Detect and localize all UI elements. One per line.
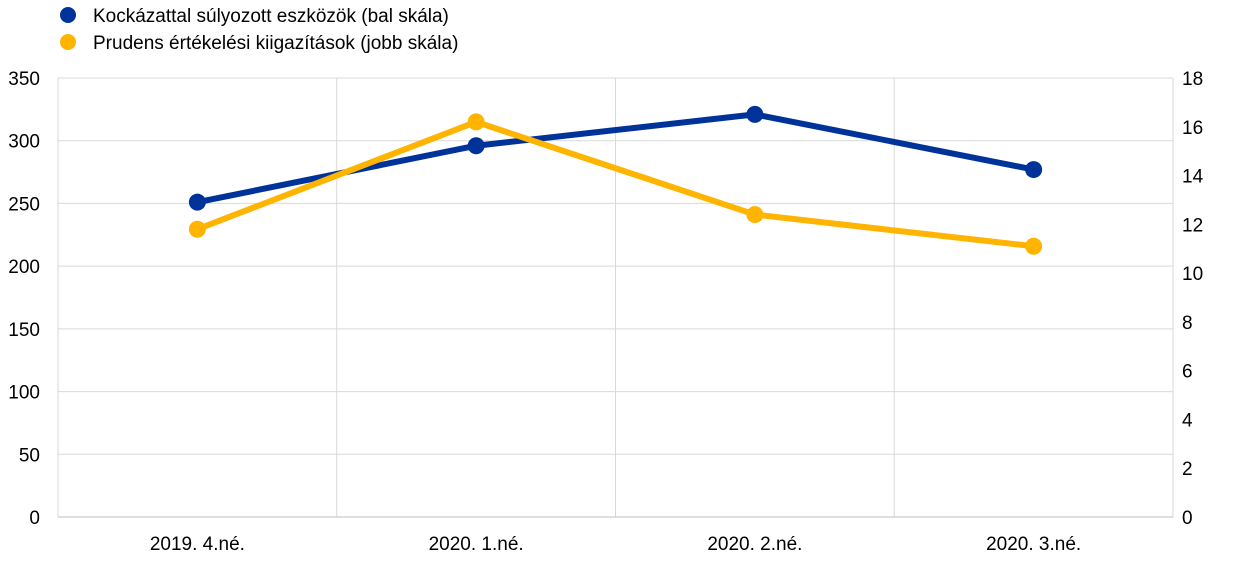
- data-point-prudent-valuation: [188, 220, 206, 238]
- y-right-tick-label: 4: [1182, 410, 1193, 431]
- axes: 0 50 100 150 200 250 300 350 0 2 4 6 8 10 12 14 16 18 2019…: [8, 69, 1203, 555]
- data-point-risk-weighted-assets: [746, 105, 764, 123]
- y-left-tick-label: 50: [19, 445, 40, 466]
- y-right-tick-label: 2: [1182, 459, 1193, 480]
- legend-marker-prudent-valuation: [60, 34, 76, 50]
- y-right-tick-label: 18: [1182, 69, 1203, 90]
- y-right-tick-label: 14: [1182, 167, 1204, 188]
- y-left-tick-label: 250: [8, 194, 40, 215]
- data-point-prudent-valuation: [1025, 237, 1043, 255]
- y-left-tick-label: 200: [8, 257, 40, 278]
- data-point-risk-weighted-assets: [467, 137, 485, 155]
- y-right-tick-label: 10: [1182, 264, 1203, 285]
- data-point-prudent-valuation: [746, 206, 764, 224]
- y-left-tick-label: 100: [8, 383, 40, 404]
- y-left-tick-label: 300: [8, 132, 40, 153]
- legend-label-prudent-valuation: Prudens értékelési kiigazítások (jobb sk…: [93, 33, 458, 54]
- x-tick-label: 2020. 1.né.: [429, 534, 524, 555]
- y-right-tick-label: 6: [1182, 362, 1193, 383]
- gridlines: [58, 77, 1173, 518]
- y-left-tick-label: 350: [8, 69, 40, 90]
- x-tick-label: 2020. 3.né.: [986, 534, 1081, 555]
- y-right-tick-label: 0: [1182, 508, 1193, 529]
- legend: Kockázattal súlyozott eszközök (bal skál…: [60, 6, 458, 54]
- x-tick-label: 2019. 4.né.: [150, 534, 245, 555]
- y-right-tick-label: 16: [1182, 118, 1203, 139]
- y-left-tick-label: 0: [29, 508, 40, 529]
- series-line-prudent-valuation: [194, 118, 1037, 250]
- data-point-risk-weighted-assets: [188, 193, 206, 211]
- y-right-tick-label: 12: [1182, 215, 1203, 236]
- y-right-tick-label: 8: [1182, 313, 1193, 334]
- series: [188, 105, 1043, 255]
- data-point-risk-weighted-assets: [1025, 161, 1043, 179]
- data-point-prudent-valuation: [467, 113, 485, 131]
- legend-label-risk-weighted-assets: Kockázattal súlyozott eszközök (bal skál…: [93, 6, 449, 27]
- legend-marker-risk-weighted-assets: [60, 7, 76, 23]
- y-left-tick-label: 150: [8, 320, 40, 341]
- x-tick-label: 2020. 2.né.: [707, 534, 802, 555]
